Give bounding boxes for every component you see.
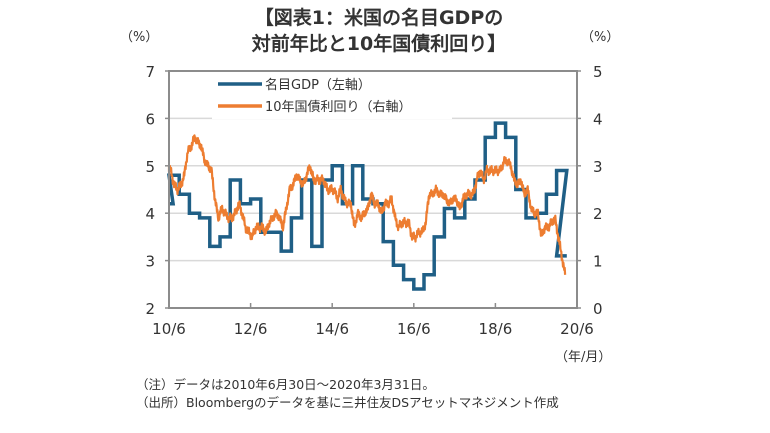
x-tick-label: 16/6 bbox=[397, 320, 431, 338]
footnote-source: （出所）Bloombergのデータを基に三井住友DSアセットマネジメント作成 bbox=[136, 395, 559, 410]
x-tick-label: 14/6 bbox=[315, 320, 349, 338]
plot-frame bbox=[168, 70, 578, 309]
y-left-tick-label: 6 bbox=[145, 110, 155, 128]
y-right-tick-label: 1 bbox=[593, 253, 603, 271]
y-left-tick-label: 4 bbox=[145, 205, 155, 223]
legend-label-yield: 10年国債利回り（右軸） bbox=[265, 100, 412, 115]
y-left-tick-label: 7 bbox=[145, 63, 155, 81]
x-tick-label: 18/6 bbox=[479, 320, 513, 338]
x-axis-unit: （年/月） bbox=[555, 350, 612, 365]
y-left-tick-label: 5 bbox=[145, 158, 155, 176]
y-right-tick-label: 2 bbox=[593, 205, 603, 223]
y-right-tick-label: 0 bbox=[593, 300, 603, 318]
x-tick-label: 20/6 bbox=[560, 320, 594, 338]
axes: 2 3 4 5 6 7 0 1 2 3 4 5 10/6 12/6 14/6 16/6 18/6 20/6 bbox=[145, 63, 602, 338]
yield-line bbox=[167, 134, 567, 275]
legend-label-gdp: 名目GDP（左軸） bbox=[265, 77, 371, 93]
right-axis-unit: （%） bbox=[581, 30, 620, 45]
legend: 名目GDP（左軸） 10年国債利回り（右軸） bbox=[212, 73, 452, 119]
left-axis-unit: （%） bbox=[120, 30, 159, 45]
series-10y-yield bbox=[167, 134, 567, 275]
chart-title-line2: 対前年比と10年国債利回り】 bbox=[251, 33, 507, 55]
y-right-tick-label: 4 bbox=[593, 110, 603, 128]
legend-background bbox=[212, 73, 452, 119]
y-right-tick-label: 5 bbox=[593, 63, 603, 81]
x-tick-label: 10/6 bbox=[152, 320, 186, 338]
y-left-tick-label: 2 bbox=[145, 300, 155, 318]
footnote-note: （注）データは2010年6月30日～2020年3月31日。 bbox=[136, 377, 435, 392]
y-right-tick-label: 3 bbox=[593, 158, 603, 176]
x-tick-label: 12/6 bbox=[234, 320, 268, 338]
y-left-tick-label: 3 bbox=[145, 253, 155, 271]
chart-title-line1: 【図表1：米国の名目GDPの bbox=[254, 7, 504, 29]
